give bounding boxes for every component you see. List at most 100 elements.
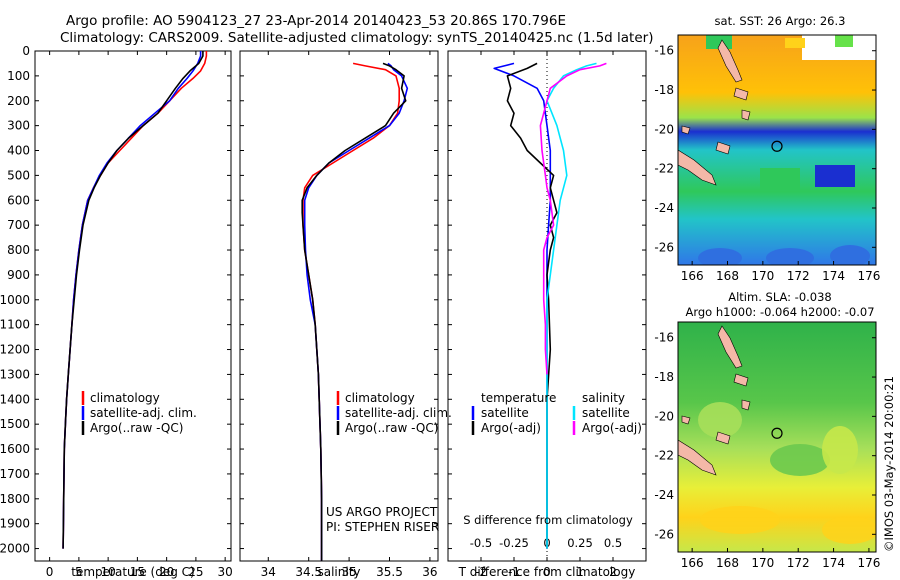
map-x-tick-label: 168 <box>716 556 739 570</box>
island <box>681 125 691 135</box>
y-tick-label: 100 <box>7 69 30 83</box>
figure-title-line2: Climatology: CARS2009. Satellite-adjuste… <box>60 30 653 46</box>
legend-title-temperature: temperature <box>481 391 556 405</box>
y-tick-label: 500 <box>7 168 30 182</box>
sla-patch <box>700 506 780 534</box>
imos-stamp: ©IMOS 03-May-2014 20:00:21 <box>882 376 896 552</box>
map-x-tick-label: 166 <box>681 556 704 570</box>
salinity-panel <box>239 50 439 562</box>
map-x-tick-label: 174 <box>822 556 845 570</box>
map-y-tick-label: -22 <box>654 449 674 463</box>
x-tick-label: -1 <box>508 565 520 579</box>
series-line-satellite-adj-clim- <box>303 62 409 561</box>
x-tick-label: 0 <box>46 565 54 579</box>
y-tick-label: 2000 <box>0 542 30 556</box>
x-tick-label: 30 <box>218 565 233 579</box>
y-tick-label: 1700 <box>0 467 30 481</box>
series-line-temperature-satellite <box>493 62 552 549</box>
x-tick-label: 20 <box>159 565 174 579</box>
series-line-satellite-adj-clim- <box>62 51 202 549</box>
legend-label-satellite: satellite-adj. clim. <box>345 406 452 420</box>
loyalty-island <box>741 109 751 121</box>
map-y-tick-label: -20 <box>654 122 674 136</box>
top-x-tick-label: 0.5 <box>604 536 622 550</box>
new-caledonia <box>678 149 717 186</box>
vanuatu-island <box>733 87 749 101</box>
sst-green-patch <box>835 35 853 47</box>
map-x-tick-label: 172 <box>787 269 810 283</box>
sst-field <box>678 35 876 265</box>
sst-blue-patch <box>698 248 742 265</box>
difference-legend: temperature salinity satellite Argo(-adj… <box>471 391 642 435</box>
sla-patch <box>698 402 742 438</box>
y-tick-label: 1500 <box>0 417 30 431</box>
sst-map-title: sat. SST: 26 Argo: 26.3 <box>715 14 846 28</box>
legend-label-satellite: satellite-adj. clim. <box>90 406 197 420</box>
y-tick-label: 1000 <box>0 293 30 307</box>
map-x-tick-label: 170 <box>751 556 774 570</box>
x-tick-label: 10 <box>100 565 115 579</box>
pi-annotation: PI: STEPHEN RISER <box>326 520 439 534</box>
map-y-tick-label: -20 <box>654 409 674 423</box>
x-tick-label: -2 <box>475 565 487 579</box>
y-tick-label: 1600 <box>0 442 30 456</box>
sla-map-frame <box>677 321 877 553</box>
sst-map-axes: 166 168 170 172 174 176 -16 -18 -20 -22 -24 -26 <box>654 44 880 283</box>
map-x-tick-label: 176 <box>857 269 880 283</box>
x-tick-label: 1 <box>576 565 584 579</box>
series-line-climatology <box>302 62 401 561</box>
sst-warm-patch <box>785 38 805 48</box>
series-line-argo-raw-qc- <box>301 62 407 561</box>
map-y-tick-label: -18 <box>654 83 674 97</box>
map-x-tick-label: 174 <box>822 269 845 283</box>
x-tick-label: 15 <box>130 565 145 579</box>
y-tick-label: 400 <box>7 144 30 158</box>
salinity-legend: climatology satellite-adj. clim. Argo(..… <box>326 391 452 534</box>
map-x-tick-label: 176 <box>857 556 880 570</box>
legend-label-argo: Argo(..raw -QC) <box>90 421 183 435</box>
sla-patch <box>822 516 876 544</box>
project-annotation: US ARGO PROJECT <box>326 505 438 519</box>
y-tick-label: 1100 <box>0 318 30 332</box>
map-y-tick-label: -24 <box>654 201 674 215</box>
sst-blue-patch <box>766 248 814 265</box>
map-y-tick-label: -16 <box>654 331 674 345</box>
x-tick-label: 34.5 <box>295 565 322 579</box>
loyalty-island <box>715 141 731 155</box>
map-x-tick-label: 168 <box>716 269 739 283</box>
y-tick-label: 1200 <box>0 343 30 357</box>
top-x-tick-label: -0.25 <box>499 536 529 550</box>
map-y-tick-label: -26 <box>654 527 674 541</box>
legend-title-salinity: salinity <box>582 391 625 405</box>
map-y-tick-label: -22 <box>654 162 674 176</box>
sla-title-line1: Altim. SLA: -0.038 <box>728 290 832 304</box>
legend-label-argo: Argo(..raw -QC) <box>345 421 438 435</box>
legend-label-climatology: climatology <box>345 391 415 405</box>
legend-label-temp-satellite: satellite <box>481 406 529 420</box>
temperature-chart: 0100200300400500600700800900100011001200… <box>0 44 233 579</box>
y-tick-label: 0 <box>22 44 30 58</box>
x-tick-label: 35.5 <box>376 565 403 579</box>
y-tick-label: 1300 <box>0 367 30 381</box>
loyalty-island <box>715 431 731 445</box>
series-line-salinity-argo-adj- <box>539 62 607 375</box>
sst-green-patch <box>760 168 800 190</box>
sla-patch <box>770 444 830 476</box>
new-caledonia <box>678 439 717 476</box>
x-tick-label: 25 <box>188 565 203 579</box>
series-line-salinity-satellite <box>546 62 597 549</box>
salinity-xlabel: salinity <box>317 565 360 579</box>
map-x-tick-label: 170 <box>751 269 774 283</box>
vanuatu-island <box>733 373 749 387</box>
sla-map-axes: 166 168 170 172 174 176 -16 -18 -20 -22 -24 -26 <box>654 331 880 570</box>
map-y-tick-label: -18 <box>654 370 674 384</box>
legend-label-sal-satellite: satellite <box>582 406 630 420</box>
figure-title-line1: Argo profile: AO 5904123_27 23-Apr-2014 … <box>66 13 566 29</box>
top-x-tick-label: 0.25 <box>567 536 593 550</box>
x-tick-label: 36 <box>422 565 437 579</box>
sst-map-image <box>678 35 876 265</box>
legend-label-climatology: climatology <box>90 391 160 405</box>
x-tick-label: 2 <box>609 565 617 579</box>
loyalty-island <box>741 399 751 411</box>
